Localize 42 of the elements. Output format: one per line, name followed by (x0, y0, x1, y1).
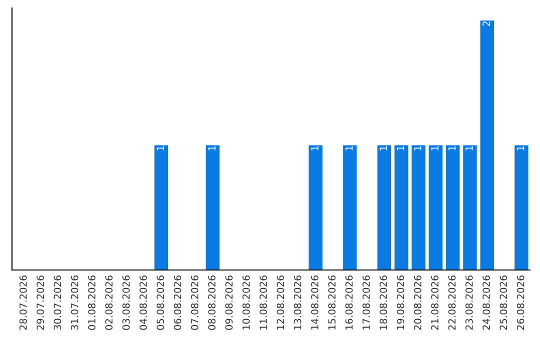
x-tick-label: 30.07.2026 (54, 275, 62, 330)
x-tick-label: 22.08.2026 (448, 275, 456, 330)
x-tick-label: 19.08.2026 (396, 275, 404, 330)
x-tick-label: 05.08.2026 (156, 275, 164, 330)
x-tick-label: 09.08.2026 (225, 275, 233, 330)
data-label: 1 (517, 146, 524, 150)
data-label: 1 (208, 146, 216, 150)
data-label: 2 (482, 21, 490, 26)
x-tick-label: 20.08.2026 (414, 275, 422, 330)
data-label: 1 (431, 146, 438, 150)
x-tick-label: 03.08.2026 (122, 275, 130, 330)
data-label: 1 (396, 146, 404, 150)
x-tick-label: 31.07.2026 (70, 275, 78, 330)
x-tick-label: 18.08.2026 (380, 275, 388, 330)
x-tick-label: 21.08.2026 (431, 275, 438, 330)
x-tick-label: 16.08.2026 (345, 275, 353, 330)
x-tick-label: 01.08.2026 (88, 275, 96, 330)
x-tick-label: 02.08.2026 (105, 275, 113, 330)
x-tick-label: 26.08.2026 (516, 275, 524, 330)
x-tick-label: 14.08.2026 (311, 275, 318, 330)
x-tick-label: 08.08.2026 (208, 275, 216, 330)
x-tick-label: 11.08.2026 (260, 275, 267, 330)
x-tick-label: 06.08.2026 (174, 275, 182, 330)
x-tick-label: 29.07.2026 (36, 275, 44, 330)
x-tick-label: 25.08.2026 (500, 275, 508, 330)
data-label: 1 (414, 146, 422, 150)
x-tick-label: 15.08.2026 (328, 275, 336, 330)
data-label: 1 (380, 146, 387, 150)
x-tick-label: 23.08.2026 (465, 275, 473, 330)
x-tick-label: 28.07.2026 (19, 275, 27, 330)
x-tick-label: 13.08.2026 (294, 275, 302, 330)
x-tick-label: 04.08.2026 (140, 275, 147, 330)
data-label: 1 (448, 146, 456, 150)
x-tick-label: 12.08.2026 (276, 275, 284, 330)
x-tick-label: 24.08.2026 (482, 275, 490, 330)
data-label: 1 (156, 146, 164, 150)
data-label: 1 (311, 146, 318, 150)
x-tick-label: 10.08.2026 (242, 275, 250, 330)
x-tick-label: 07.08.2026 (190, 275, 198, 330)
data-label: 1 (466, 146, 473, 150)
data-label: 1 (345, 146, 353, 150)
x-tick-label: 17.08.2026 (362, 275, 370, 330)
